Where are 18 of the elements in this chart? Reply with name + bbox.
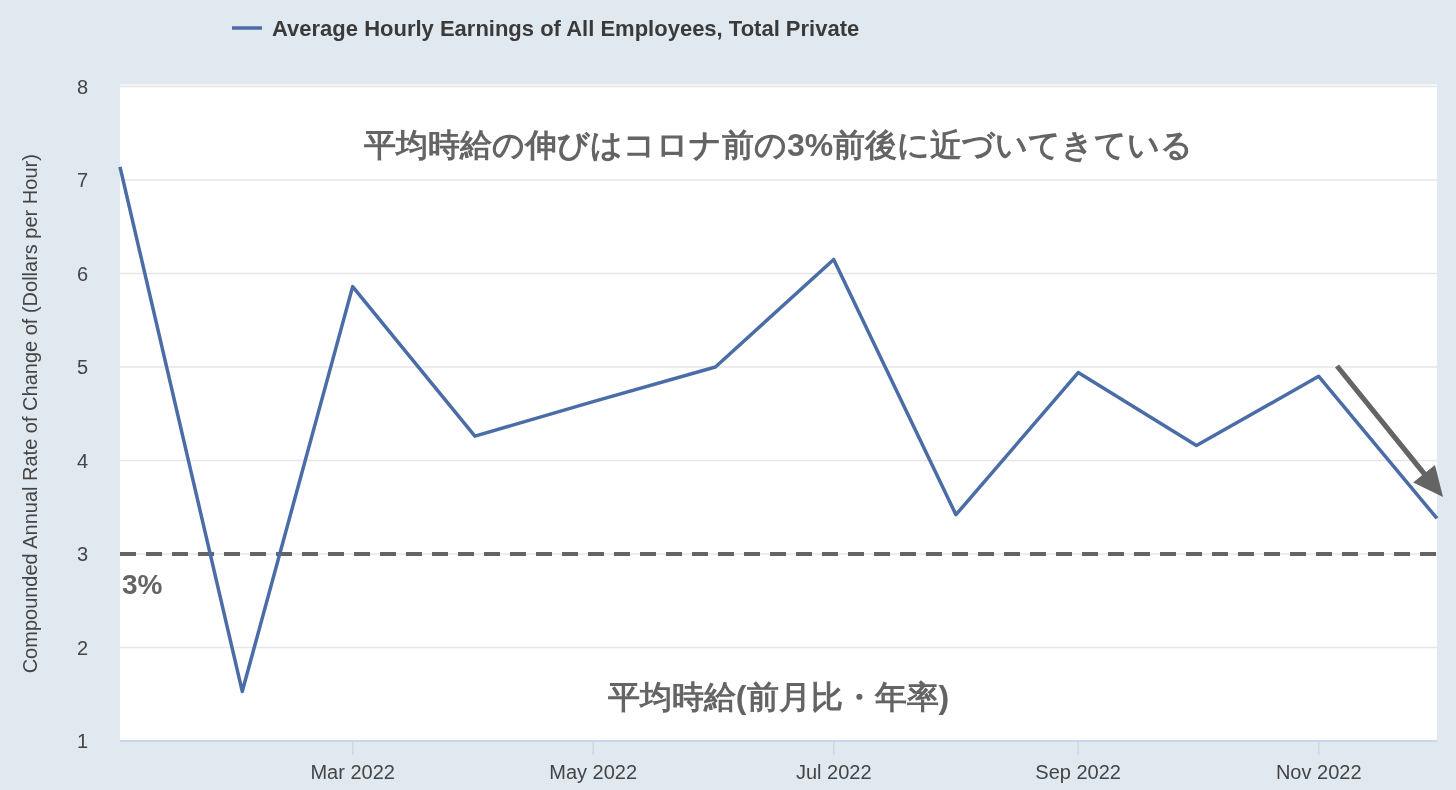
y-tick-label: 2 (76, 636, 88, 659)
annotation: 平均時給の伸びはコロナ前の3%前後に近づいてきている (363, 127, 1194, 163)
annotation: 平均時給(前月比・年率) (607, 679, 950, 715)
y-tick-label: 5 (76, 356, 88, 378)
y-tick-label: 8 (76, 75, 88, 98)
y-tick-label: 1 (76, 730, 88, 752)
ref-line-label: 3% (122, 569, 163, 600)
y-tick-label: 7 (76, 169, 88, 191)
x-tick-label: Mar 2022 (310, 761, 395, 783)
x-tick-label: Sep 2022 (1035, 761, 1121, 783)
x-tick-label: May 2022 (549, 761, 638, 783)
x-tick-label: Jul 2022 (795, 761, 872, 783)
y-axis-title: Compounded Annual Rate of Change of (Dollars per Hour) (19, 154, 41, 674)
x-tick-label: Nov 2022 (1275, 761, 1362, 783)
y-tick-label: 4 (76, 449, 88, 472)
legend-label: Average Hourly Earnings of All Employees, Total Private (272, 16, 860, 41)
y-tick-label: 3 (76, 543, 88, 565)
y-tick-label: 6 (76, 262, 88, 285)
